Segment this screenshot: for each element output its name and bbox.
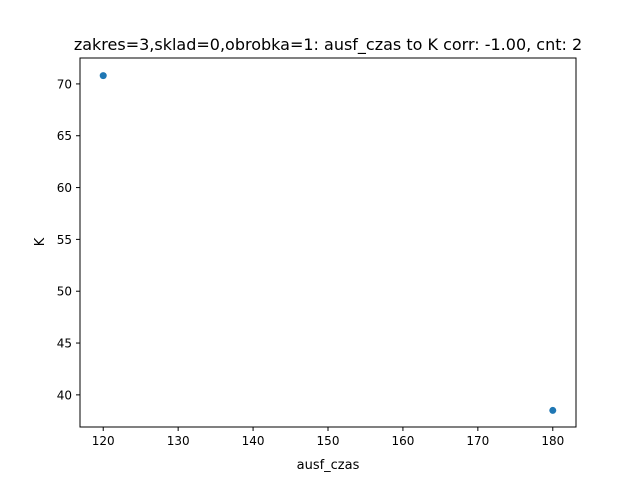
points-layer [99, 72, 557, 414]
y-tick-label: 55 [57, 233, 72, 247]
scatter-point [99, 72, 107, 80]
y-tick-label: 70 [57, 77, 72, 91]
y-tick-label: 40 [57, 388, 72, 402]
ticks-layer: 120 130 140 150 160 170 180 40 45 50 55 60 65 70 [57, 77, 565, 448]
y-tick-label: 60 [57, 181, 72, 195]
y-axis-label: K [33, 237, 48, 246]
x-axis-label: ausf_czas [297, 458, 360, 473]
x-tick-label: 150 [317, 434, 340, 448]
y-tick-label: 50 [57, 285, 72, 299]
x-tick-label: 180 [541, 434, 564, 448]
x-tick-label: 160 [391, 434, 414, 448]
plot-frame [79, 57, 577, 428]
x-tick-label: 170 [466, 434, 489, 448]
y-tick-label: 45 [57, 337, 72, 351]
chart-title: zakres=3,sklad=0,obrobka=1: ausf_czas to… [74, 35, 582, 55]
y-tick-label: 65 [57, 129, 72, 143]
x-tick-label: 130 [167, 434, 190, 448]
scatter-point [549, 406, 557, 414]
x-tick-label: 140 [242, 434, 265, 448]
x-tick-label: 120 [92, 434, 115, 448]
